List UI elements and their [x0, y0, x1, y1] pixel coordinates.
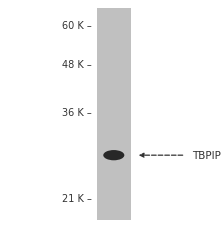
Ellipse shape	[103, 151, 124, 161]
Bar	[97, 9, 131, 220]
Text: 36 K –: 36 K –	[62, 107, 92, 117]
Text: TBPIP: TBPIP	[192, 151, 221, 160]
Text: 60 K –: 60 K –	[62, 21, 92, 31]
Text: 48 K –: 48 K –	[62, 60, 92, 70]
Text: 21 K –: 21 K –	[62, 194, 92, 204]
